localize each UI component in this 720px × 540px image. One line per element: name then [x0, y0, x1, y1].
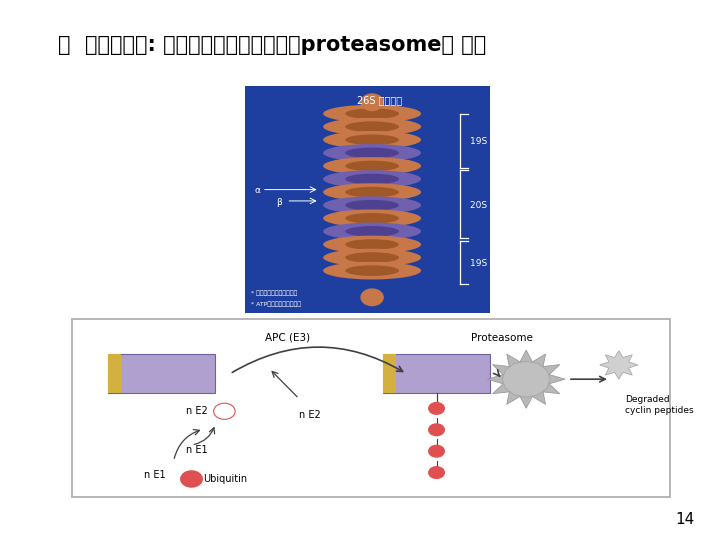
- Ellipse shape: [323, 183, 421, 201]
- Text: 20S 亚单位: 20S 亚单位: [469, 200, 506, 209]
- Ellipse shape: [345, 174, 399, 184]
- Ellipse shape: [323, 105, 421, 123]
- Ellipse shape: [345, 161, 399, 171]
- Ellipse shape: [345, 265, 399, 276]
- Ellipse shape: [323, 222, 421, 240]
- Circle shape: [361, 289, 383, 306]
- Ellipse shape: [345, 187, 399, 198]
- Text: n E2: n E2: [186, 406, 207, 416]
- Ellipse shape: [323, 197, 421, 214]
- Ellipse shape: [323, 262, 421, 280]
- Circle shape: [429, 446, 444, 457]
- Ellipse shape: [323, 118, 421, 136]
- Text: 14: 14: [675, 511, 695, 526]
- Ellipse shape: [323, 249, 421, 266]
- Ellipse shape: [345, 134, 399, 145]
- Circle shape: [429, 424, 444, 436]
- Ellipse shape: [323, 235, 421, 253]
- Ellipse shape: [323, 210, 421, 227]
- FancyBboxPatch shape: [108, 354, 121, 394]
- Text: 19S 帽: 19S 帽: [469, 259, 495, 268]
- FancyBboxPatch shape: [383, 354, 396, 394]
- Ellipse shape: [323, 157, 421, 175]
- Circle shape: [429, 403, 444, 414]
- FancyBboxPatch shape: [383, 354, 490, 394]
- Text: APC (E3): APC (E3): [264, 333, 310, 343]
- Text: 26S 蛋白酶体: 26S 蛋白酶体: [357, 96, 402, 105]
- Polygon shape: [487, 350, 565, 408]
- Text: * 识别被泛素标记的蛋白质: * 识别被泛素标记的蛋白质: [251, 291, 297, 296]
- Text: Degraded
cyclin peptides: Degraded cyclin peptides: [625, 395, 693, 415]
- FancyBboxPatch shape: [108, 354, 215, 394]
- FancyBboxPatch shape: [245, 86, 490, 313]
- Text: Ubiquitin: Ubiquitin: [204, 474, 248, 484]
- Polygon shape: [503, 361, 550, 397]
- Polygon shape: [600, 350, 638, 379]
- Circle shape: [181, 471, 202, 487]
- Ellipse shape: [345, 122, 399, 132]
- Text: β: β: [276, 198, 282, 207]
- Text: * ATP依赖性蛋白水解过程: * ATP依赖性蛋白水解过程: [251, 302, 301, 307]
- Ellipse shape: [345, 226, 399, 237]
- Text: －  降解第二步: 泛素化蛋白被蛋白酶体（proteasome） 水解: － 降解第二步: 泛素化蛋白被蛋白酶体（proteasome） 水解: [58, 35, 486, 55]
- Ellipse shape: [345, 200, 399, 211]
- Ellipse shape: [345, 109, 399, 119]
- Ellipse shape: [345, 213, 399, 224]
- Text: α: α: [255, 186, 261, 195]
- Ellipse shape: [345, 147, 399, 158]
- Ellipse shape: [345, 239, 399, 250]
- FancyBboxPatch shape: [72, 319, 670, 497]
- Ellipse shape: [345, 252, 399, 263]
- Circle shape: [429, 467, 444, 478]
- Text: 19S 帽: 19S 帽: [469, 136, 495, 145]
- Text: n E1: n E1: [144, 470, 166, 481]
- Text: n E1: n E1: [186, 446, 207, 455]
- Text: n E2: n E2: [299, 410, 321, 420]
- Circle shape: [361, 94, 383, 111]
- Text: Proteasome: Proteasome: [472, 333, 534, 343]
- Ellipse shape: [323, 144, 421, 161]
- Ellipse shape: [323, 170, 421, 188]
- Ellipse shape: [323, 131, 421, 148]
